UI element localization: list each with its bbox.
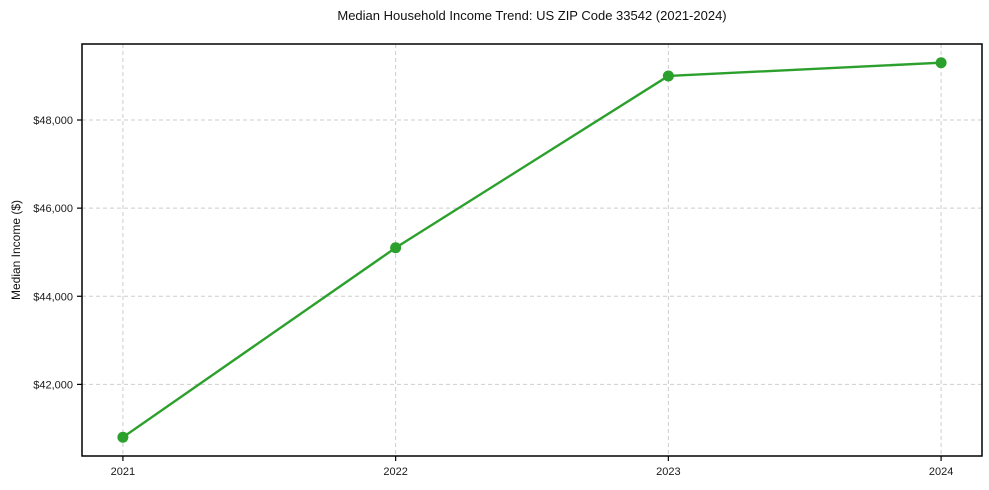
y-tick-label: $42,000: [33, 379, 73, 391]
trend-line: [121, 61, 943, 439]
x-tick-label: 2024: [929, 466, 953, 478]
x-tick-label: 2022: [383, 466, 407, 478]
data-point-2024: [935, 57, 947, 69]
y-tick-label: $46,000: [33, 203, 73, 215]
y-tick-label: $48,000: [33, 115, 73, 127]
data-point-2022: [390, 242, 402, 254]
chart-title: Median Household Income Trend: US ZIP Co…: [337, 8, 727, 23]
plot-frame: [81, 43, 983, 457]
x-tick-label: 2021: [111, 466, 135, 478]
data-point-2023: [662, 70, 674, 82]
y-tick-label: $44,000: [33, 291, 73, 303]
x-tick-label: 2023: [656, 466, 680, 478]
data-point-2021: [117, 431, 129, 443]
y-axis-label: Median Income ($): [9, 199, 23, 301]
